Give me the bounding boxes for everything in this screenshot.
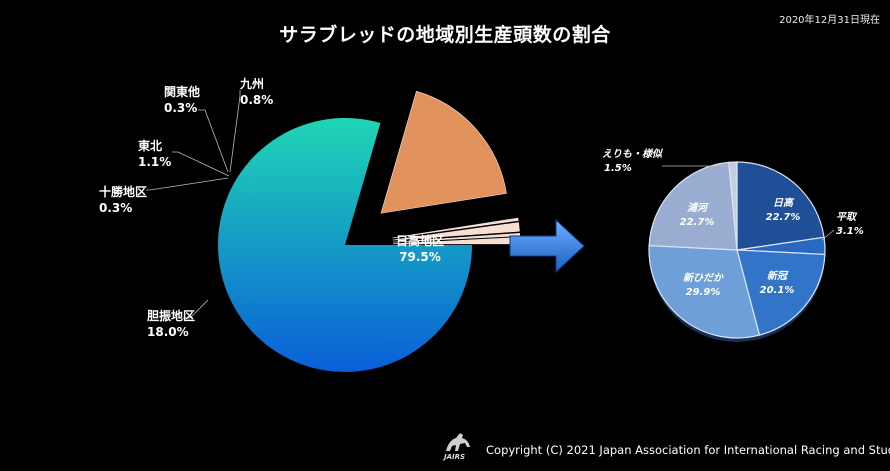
right-slice-erimo_samani bbox=[728, 161, 738, 251]
leader-line-iburi bbox=[183, 299, 209, 319]
label-niikappu: 新冠 20.1% bbox=[759, 271, 795, 296]
left-slice-tohoku bbox=[392, 222, 520, 241]
right-pie bbox=[648, 161, 826, 342]
date-note: 2020年12月31日現在 bbox=[779, 15, 880, 26]
copyright-text: Copyright (C) 2021 Japan Association for… bbox=[486, 443, 890, 457]
leader-line-kyushu bbox=[229, 90, 241, 173]
label-shinhidaka: 新ひだか 29.9% bbox=[683, 273, 723, 298]
right-slice-shinhidaka bbox=[648, 244, 761, 339]
horse-icon bbox=[446, 433, 470, 451]
label-tohoku: 東北 1.1% bbox=[138, 139, 172, 169]
jairs-logo: JAIRS bbox=[440, 429, 476, 465]
label-kanto: 関東他 0.3% bbox=[164, 85, 201, 115]
left-leader-lines bbox=[146, 90, 241, 319]
leader-line-tokachi bbox=[146, 177, 229, 191]
label-hiratori: 平取 3.1% bbox=[836, 212, 864, 237]
leader-line-tohoku bbox=[172, 151, 230, 177]
label-hidaka-town: 日高 22.7% bbox=[765, 198, 801, 223]
right-slice-niikappu bbox=[736, 249, 826, 336]
left-slice-tokachi bbox=[392, 217, 519, 239]
transition-arrow bbox=[509, 218, 585, 274]
right-slice-urakawa bbox=[648, 161, 738, 251]
leader-line-kanto bbox=[198, 109, 229, 173]
logo-text: JAIRS bbox=[444, 453, 466, 461]
left-slice-iburi bbox=[380, 90, 507, 214]
right-slice-hidaka_town bbox=[736, 161, 825, 251]
label-kyushu: 九州 0.8% bbox=[240, 77, 274, 107]
label-urakawa: 浦河 22.7% bbox=[679, 203, 715, 228]
right-leader-lines bbox=[662, 162, 835, 241]
label-tokachi: 十勝地区 0.3% bbox=[99, 185, 148, 215]
leader-line-erimo bbox=[662, 162, 734, 167]
leader-line-hiratori bbox=[821, 229, 835, 241]
left-slice-hidaka bbox=[217, 117, 472, 372]
label-erimo-samani: えりも・様似 1.5% bbox=[602, 149, 662, 174]
chart-title: サラブレッドの地域別生産頭数の割合 bbox=[279, 24, 611, 46]
label-iburi: 胆振地区 18.0% bbox=[147, 309, 196, 339]
left-pie bbox=[217, 90, 521, 372]
label-hidaka: 日高地区 79.5% bbox=[395, 234, 444, 264]
